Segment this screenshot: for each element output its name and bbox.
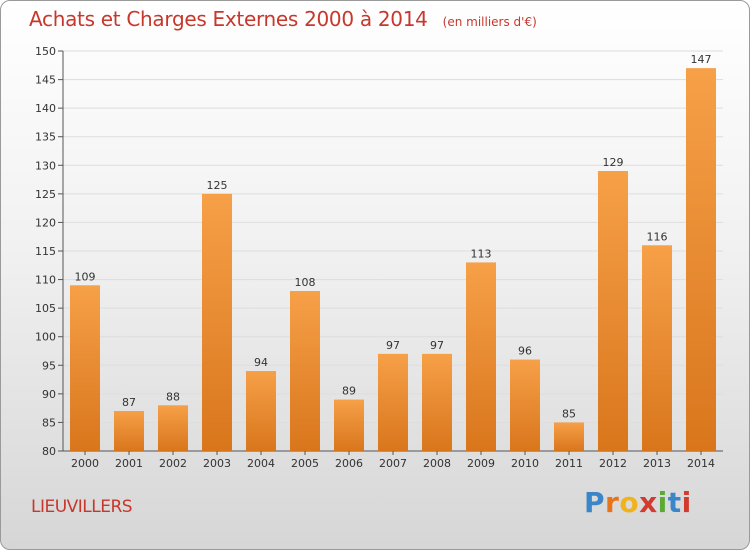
data-label: 97 — [430, 339, 444, 352]
logo-letter: t — [667, 486, 682, 519]
x-tick-label: 2009 — [467, 457, 495, 470]
x-tick-label: 2014 — [687, 457, 715, 470]
x-tick-label: 2013 — [643, 457, 671, 470]
y-tick-label: 90 — [42, 388, 56, 401]
y-tick-label: 105 — [35, 302, 56, 315]
x-tick-label: 2011 — [555, 457, 583, 470]
data-label: 109 — [75, 270, 96, 283]
x-tick-label: 2003 — [203, 457, 231, 470]
logo-letter: x — [639, 486, 658, 519]
y-tick-label: 125 — [35, 188, 56, 201]
x-tick-label: 2005 — [291, 457, 319, 470]
chart-title: Achats et Charges Externes 2000 à 2014 — [29, 7, 428, 31]
x-tick-label: 2004 — [247, 457, 275, 470]
data-label: 89 — [342, 385, 356, 398]
x-tick-label: 2010 — [511, 457, 539, 470]
x-tick-label: 2012 — [599, 457, 627, 470]
x-tick-label: 2000 — [71, 457, 99, 470]
y-tick-label: 145 — [35, 74, 56, 87]
data-label: 125 — [207, 179, 228, 192]
data-label: 147 — [691, 53, 712, 66]
y-tick-label: 80 — [42, 445, 56, 458]
bar — [510, 359, 540, 451]
data-label: 94 — [254, 356, 268, 369]
y-tick-label: 115 — [35, 245, 56, 258]
chart-unit: (en milliers d'€) — [442, 15, 537, 29]
y-tick-label: 120 — [35, 216, 56, 229]
logo-letter: P — [584, 486, 606, 519]
x-tick-label: 2008 — [423, 457, 451, 470]
data-label: 87 — [122, 396, 136, 409]
proxiti-logo: Proxiti — [584, 486, 692, 519]
x-tick-label: 2002 — [159, 457, 187, 470]
title-row: Achats et Charges Externes 2000 à 2014 (… — [29, 7, 537, 31]
y-tick-label: 135 — [35, 131, 56, 144]
data-label: 116 — [647, 230, 668, 243]
x-tick-label: 2006 — [335, 457, 363, 470]
data-label: 113 — [471, 247, 492, 260]
data-label: 96 — [518, 345, 532, 358]
logo-letter: i — [681, 486, 692, 519]
bar — [466, 262, 496, 451]
data-label: 85 — [562, 407, 576, 420]
data-label: 129 — [603, 156, 624, 169]
logo-letter: i — [657, 486, 668, 519]
bar — [70, 285, 100, 451]
bar — [334, 399, 364, 451]
y-tick-label: 110 — [35, 274, 56, 287]
y-tick-label: 140 — [35, 102, 56, 115]
bar — [554, 422, 584, 451]
bar — [378, 353, 408, 451]
bar — [290, 291, 320, 451]
bar — [686, 68, 716, 452]
y-tick-label: 150 — [35, 45, 56, 58]
y-tick-label: 100 — [35, 331, 56, 344]
data-label: 97 — [386, 339, 400, 352]
bar — [158, 405, 188, 451]
data-label: 108 — [295, 276, 316, 289]
y-tick-label: 85 — [42, 416, 56, 429]
location-label: LIEUVILLERS — [31, 497, 133, 517]
bar — [598, 171, 628, 451]
logo-letter: o — [619, 486, 640, 519]
y-tick-label: 130 — [35, 159, 56, 172]
data-label: 88 — [166, 390, 180, 403]
y-tick-label: 95 — [42, 359, 56, 372]
logo-letter: r — [605, 486, 620, 519]
bar — [246, 371, 276, 451]
bar — [114, 411, 144, 451]
bar — [202, 193, 232, 451]
bar — [422, 353, 452, 451]
bar — [642, 245, 672, 451]
x-tick-label: 2001 — [115, 457, 143, 470]
x-tick-label: 2007 — [379, 457, 407, 470]
